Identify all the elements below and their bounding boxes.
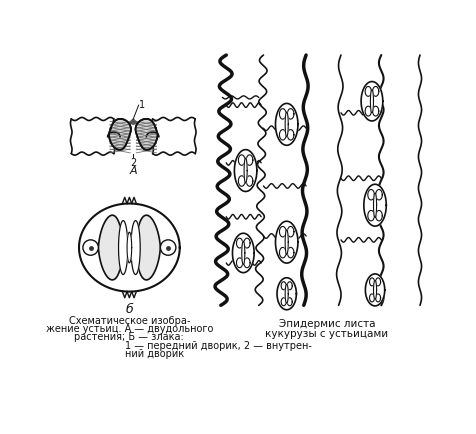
Polygon shape bbox=[244, 158, 247, 184]
Polygon shape bbox=[246, 155, 252, 166]
Polygon shape bbox=[287, 109, 293, 120]
Polygon shape bbox=[241, 242, 244, 265]
Polygon shape bbox=[369, 294, 374, 302]
Polygon shape bbox=[365, 274, 384, 306]
Text: 1 — передний дворик, 2 — внутрен-: 1 — передний дворик, 2 — внутрен- bbox=[125, 340, 312, 350]
Polygon shape bbox=[372, 107, 378, 117]
Polygon shape bbox=[369, 278, 374, 286]
Polygon shape bbox=[367, 190, 374, 201]
Text: 1: 1 bbox=[139, 99, 145, 109]
Polygon shape bbox=[285, 284, 288, 304]
Polygon shape bbox=[277, 278, 296, 310]
Polygon shape bbox=[135, 120, 157, 151]
Text: растения; Б — злака:: растения; Б — злака: bbox=[74, 332, 184, 342]
Text: Схематическое изобра-: Схематическое изобра- bbox=[69, 315, 189, 325]
Polygon shape bbox=[129, 120, 137, 125]
Text: Эпидермис листа: Эпидермис листа bbox=[278, 319, 375, 329]
Polygon shape bbox=[136, 216, 160, 280]
Text: б: б bbox=[125, 302, 133, 316]
Polygon shape bbox=[373, 281, 376, 300]
Polygon shape bbox=[375, 211, 381, 221]
Polygon shape bbox=[118, 221, 128, 275]
Polygon shape bbox=[360, 82, 382, 122]
Polygon shape bbox=[275, 222, 298, 263]
Polygon shape bbox=[363, 185, 386, 227]
Polygon shape bbox=[243, 239, 249, 248]
Polygon shape bbox=[287, 248, 293, 258]
Polygon shape bbox=[279, 130, 286, 141]
Polygon shape bbox=[236, 239, 242, 248]
Polygon shape bbox=[79, 204, 179, 292]
Polygon shape bbox=[232, 233, 254, 273]
Polygon shape bbox=[279, 109, 286, 120]
Polygon shape bbox=[280, 282, 286, 290]
Polygon shape bbox=[375, 294, 380, 302]
Polygon shape bbox=[373, 193, 376, 218]
Polygon shape bbox=[238, 155, 245, 166]
Polygon shape bbox=[234, 150, 256, 192]
Polygon shape bbox=[287, 298, 292, 306]
Polygon shape bbox=[285, 112, 288, 138]
Polygon shape bbox=[130, 221, 140, 275]
Polygon shape bbox=[243, 258, 249, 268]
Text: А: А bbox=[129, 166, 137, 176]
Text: жение устьиц. А — двудольного: жение устьиц. А — двудольного bbox=[46, 323, 213, 333]
Polygon shape bbox=[127, 233, 131, 263]
Polygon shape bbox=[275, 104, 298, 146]
Polygon shape bbox=[280, 298, 286, 306]
Polygon shape bbox=[285, 230, 288, 255]
Polygon shape bbox=[279, 248, 286, 258]
Polygon shape bbox=[109, 120, 131, 151]
Polygon shape bbox=[238, 176, 245, 187]
Polygon shape bbox=[236, 258, 242, 268]
Circle shape bbox=[160, 240, 176, 256]
Polygon shape bbox=[287, 282, 292, 290]
Text: ний дворик: ний дворик bbox=[125, 349, 184, 358]
Polygon shape bbox=[364, 107, 370, 117]
Circle shape bbox=[83, 240, 98, 256]
Polygon shape bbox=[375, 190, 381, 201]
Polygon shape bbox=[287, 130, 293, 141]
Polygon shape bbox=[370, 90, 373, 114]
Polygon shape bbox=[279, 227, 286, 237]
Polygon shape bbox=[375, 278, 380, 286]
Polygon shape bbox=[246, 176, 252, 187]
Polygon shape bbox=[364, 87, 370, 97]
Polygon shape bbox=[287, 227, 293, 237]
Text: 2: 2 bbox=[130, 158, 136, 168]
Polygon shape bbox=[367, 211, 374, 221]
Polygon shape bbox=[98, 216, 122, 280]
Polygon shape bbox=[372, 87, 378, 97]
Text: кукурузы с устьицами: кукурузы с устьицами bbox=[265, 328, 388, 338]
